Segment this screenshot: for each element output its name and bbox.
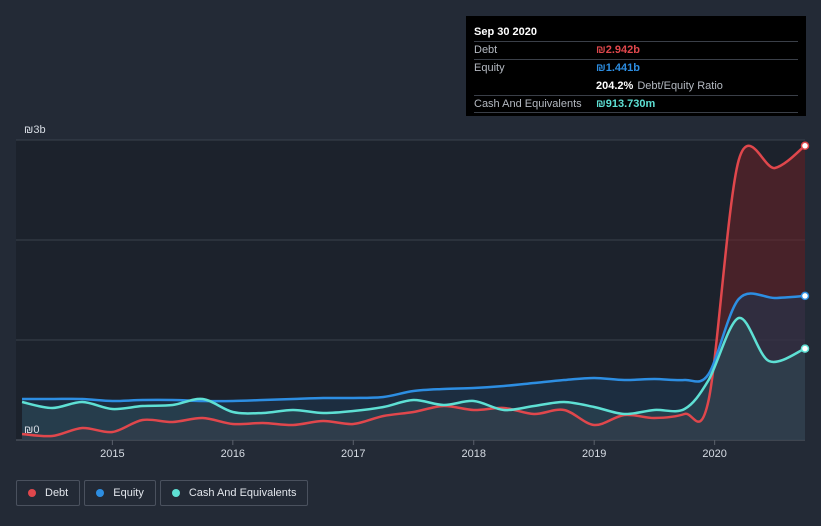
equity-endpoint [800,291,810,301]
legend-cash-label: Cash And Equivalents [188,487,297,499]
legend-debt-label: Debt [45,487,69,499]
x-tick-label: 2019 [582,448,606,460]
tooltip-row-equity: Equity ₪1.441b [474,59,798,76]
equity-dot-icon [96,489,105,497]
tooltip-cash-value: ₪913.730m [596,98,656,110]
cash-and-equivalents-area [22,317,806,440]
tooltip-ratio-value: 204.2% [596,80,634,92]
series-endpoints [800,141,810,353]
tooltip-debt-value: ₪2.942b [596,44,640,56]
series-lines [21,144,806,438]
x-tick-label: 2016 [221,448,245,460]
x-axis: 2015 2016 2017 2018 2019 2020 [100,440,727,460]
tooltip-equity-value: ₪1.441b [596,62,640,74]
tooltip-cash-label: Cash And Equivalents [474,98,582,110]
tooltip-row-debt: Debt ₪2.942b [474,41,798,58]
x-tick-label: 2015 [100,448,124,460]
y-axis-bottom-label: ₪0 [24,424,39,436]
x-tick-label: 2020 [702,448,726,460]
debt-line [21,144,806,438]
tooltip-row-cash: Cash And Equivalents ₪913.730m [474,95,798,113]
legend-item-equity[interactable]: Equity [84,480,156,506]
legend-item-cash[interactable]: Cash And Equivalents [159,480,309,506]
tooltip-debt-label: Debt [474,44,498,56]
series-areas [22,145,806,440]
tooltip-ratio-caption: Debt/Equity Ratio [637,80,723,92]
x-tick-label: 2018 [461,448,485,460]
tooltip-ratio-label [474,78,596,94]
cash-dot-icon [171,489,180,497]
equity-line [22,292,806,403]
tooltip-date: Sep 30 2020 [474,26,537,38]
legend: Debt Equity Cash And Equivalents [16,480,309,506]
debt-dot-icon [28,489,36,497]
y-axis-top-label: ₪3b [24,124,46,136]
cash-and-equivalents-endpoint [800,344,810,353]
debt-endpoint [800,141,810,151]
legend-equity-label: Equity [113,487,144,499]
x-tick-label: 2017 [341,448,365,460]
equity-area [22,293,806,440]
tooltip-equity-label: Equity [474,62,505,74]
legend-item-debt[interactable]: Debt [16,480,81,506]
tooltip: Sep 30 2020 Debt ₪2.942b Equity ₪1.441b … [466,16,806,116]
tooltip-row-ratio: 204.2% Debt/Equity Ratio [474,77,798,94]
cash-and-equivalents-line [21,316,806,416]
